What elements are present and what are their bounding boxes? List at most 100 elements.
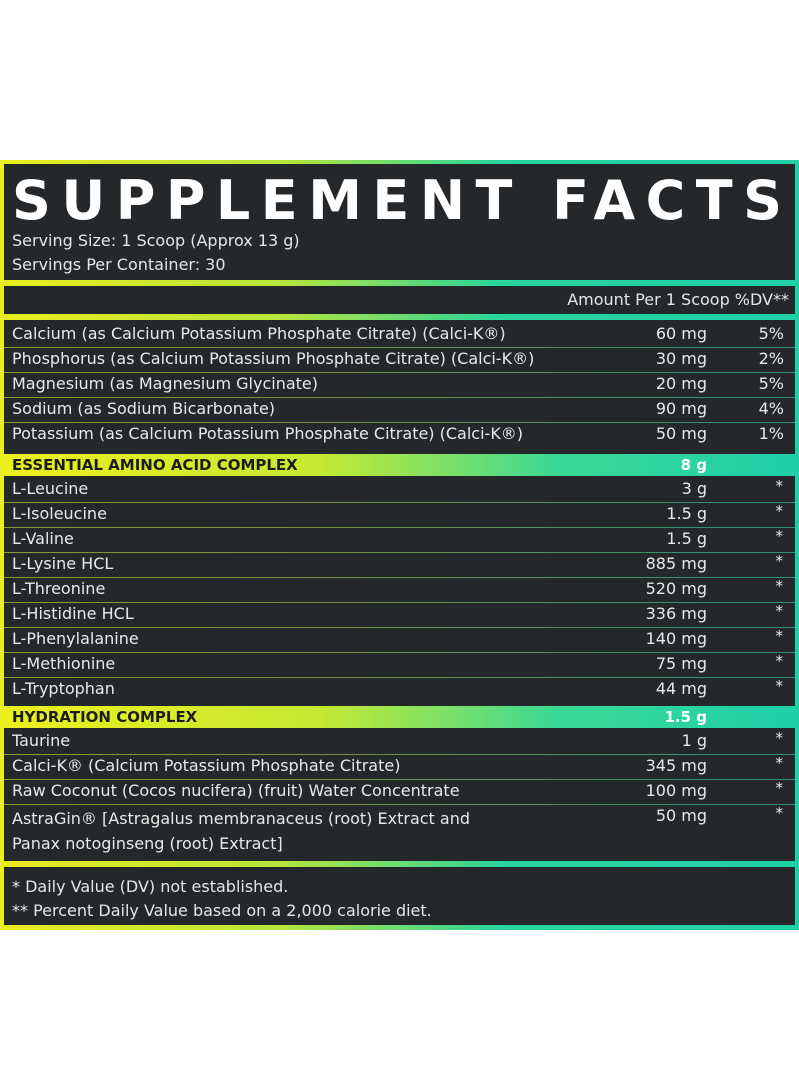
- row-separator: [4, 627, 795, 628]
- nutrient-amount: 3 g: [681, 479, 707, 498]
- row-separator: [4, 779, 795, 780]
- nutrient-name: Magnesium (as Magnesium Glycinate): [12, 374, 319, 393]
- amount-header-box: Amount Per 1 Scoop %DV**: [4, 286, 795, 314]
- nutrient-name: Calcium (as Calcium Potassium Phosphate …: [12, 324, 506, 343]
- row-separator: [4, 652, 795, 653]
- nutrient-row: Sodium (as Sodium Bicarbonate) 90 mg 4%: [4, 397, 795, 422]
- nutrient-amount: 44 mg: [655, 679, 707, 698]
- nutrient-dv: *: [775, 729, 784, 747]
- nutrient-row: L-Methionine 75 mg *: [4, 652, 795, 677]
- nutrient-dv: *: [775, 652, 784, 670]
- servings-per-container: Servings Per Container: 30: [12, 255, 226, 274]
- nutrient-dv: 2%: [758, 349, 784, 368]
- section-amount: 1.5 g: [664, 708, 707, 726]
- nutrient-dv: *: [775, 477, 784, 495]
- nutrient-name: Potassium (as Calcium Potassium Phosphat…: [12, 424, 524, 443]
- section-header-eaa: ESSENTIAL AMINO ACID COMPLEX 8 g: [4, 454, 795, 476]
- nutrient-row: Phosphorus (as Calcium Potassium Phospha…: [4, 347, 795, 372]
- nutrient-dv: *: [775, 527, 784, 545]
- nutrient-amount: 336 mg: [645, 604, 707, 623]
- nutrient-amount: 90 mg: [655, 399, 707, 418]
- nutrient-row: Magnesium (as Magnesium Glycinate) 20 mg…: [4, 372, 795, 397]
- nutrient-name: L-Threonine: [12, 579, 106, 598]
- nutrient-name: Raw Coconut (Cocos nucifera) (fruit) Wat…: [12, 781, 460, 800]
- panel-title: SUPPLEMENT FACTS: [12, 169, 793, 232]
- nutrient-dv: *: [775, 502, 784, 520]
- nutrient-amount: 30 mg: [655, 349, 707, 368]
- nutrient-name: Sodium (as Sodium Bicarbonate): [12, 399, 276, 418]
- nutrient-row: L-Threonine 520 mg *: [4, 577, 795, 602]
- nutrient-name: L-Tryptophan: [12, 679, 115, 698]
- row-separator: [4, 804, 795, 805]
- row-separator: [4, 422, 795, 423]
- row-separator: [4, 347, 795, 348]
- footnote-dv-not-established: * Daily Value (DV) not established.: [12, 877, 289, 896]
- nutrient-amount: 520 mg: [645, 579, 707, 598]
- section-header-hydration: HYDRATION COMPLEX 1.5 g: [4, 706, 795, 728]
- row-separator: [4, 397, 795, 398]
- nutrient-row: L-Lysine HCL 885 mg *: [4, 552, 795, 577]
- nutrient-row: Calci-K® (Calcium Potassium Phosphate Ci…: [4, 754, 795, 779]
- supplement-facts-panel: SUPPLEMENT FACTS Serving Size: 1 Scoop (…: [0, 160, 799, 930]
- nutrient-name: L-Valine: [12, 529, 74, 548]
- nutrient-dv: 5%: [758, 374, 784, 393]
- row-separator: [4, 577, 795, 578]
- nutrient-dv: *: [775, 552, 784, 570]
- nutrient-row: L-Histidine HCL 336 mg *: [4, 602, 795, 627]
- nutrient-name: L-Leucine: [12, 479, 89, 498]
- row-separator: [4, 502, 795, 503]
- nutrient-name: Phosphorus (as Calcium Potassium Phospha…: [12, 349, 535, 368]
- nutrient-name: Calci-K® (Calcium Potassium Phosphate Ci…: [12, 756, 401, 775]
- nutrient-amount: 20 mg: [655, 374, 707, 393]
- row-separator: [4, 552, 795, 553]
- nutrient-row: Taurine 1 g *: [4, 729, 795, 754]
- nutrient-table: Calcium (as Calcium Potassium Phosphate …: [4, 320, 795, 861]
- serving-size: Serving Size: 1 Scoop (Approx 13 g): [12, 231, 300, 250]
- nutrient-name: AstraGin® [Astragalus membranaceus (root…: [12, 809, 470, 853]
- nutrient-amount: 50 mg: [655, 424, 707, 443]
- row-separator: [4, 677, 795, 678]
- nutrient-row: Raw Coconut (Cocos nucifera) (fruit) Wat…: [4, 779, 795, 804]
- nutrient-name: L-Histidine HCL: [12, 604, 134, 623]
- nutrient-amount: 345 mg: [645, 756, 707, 775]
- amount-per-scoop-header: Amount Per 1 Scoop %DV**: [567, 290, 789, 309]
- nutrient-name: L-Isoleucine: [12, 504, 107, 523]
- nutrient-name: L-Lysine HCL: [12, 554, 114, 573]
- nutrient-amount: 885 mg: [645, 554, 707, 573]
- nutrient-row: L-Leucine 3 g *: [4, 477, 795, 502]
- row-separator: [4, 754, 795, 755]
- nutrient-dv: *: [775, 754, 784, 772]
- row-separator: [4, 602, 795, 603]
- header-box: SUPPLEMENT FACTS Serving Size: 1 Scoop (…: [4, 164, 795, 280]
- nutrient-amount: 1 g: [681, 731, 707, 750]
- row-separator: [4, 372, 795, 373]
- nutrient-dv: *: [775, 627, 784, 645]
- section-title: HYDRATION COMPLEX: [12, 708, 198, 726]
- nutrient-row: L-Phenylalanine 140 mg *: [4, 627, 795, 652]
- nutrient-dv: 4%: [758, 399, 784, 418]
- nutrient-amount: 1.5 g: [666, 529, 707, 548]
- nutrient-name: L-Phenylalanine: [12, 629, 139, 648]
- nutrient-amount: 50 mg: [655, 806, 707, 825]
- nutrient-row: Potassium (as Calcium Potassium Phosphat…: [4, 422, 795, 447]
- nutrient-dv: 5%: [758, 324, 784, 343]
- section-amount: 8 g: [680, 456, 707, 474]
- section-title: ESSENTIAL AMINO ACID COMPLEX: [12, 456, 298, 474]
- nutrient-dv: *: [775, 577, 784, 595]
- nutrient-name: L-Methionine: [12, 654, 116, 673]
- footnote-percent-dv: ** Percent Daily Value based on a 2,000 …: [12, 901, 432, 920]
- nutrient-amount: 60 mg: [655, 324, 707, 343]
- nutrient-amount: 75 mg: [655, 654, 707, 673]
- nutrient-amount: 100 mg: [645, 781, 707, 800]
- nutrient-row: Calcium (as Calcium Potassium Phosphate …: [4, 322, 795, 347]
- nutrient-dv: *: [775, 602, 784, 620]
- footnotes-box: * Daily Value (DV) not established. ** P…: [4, 867, 795, 925]
- nutrient-dv: *: [775, 779, 784, 797]
- nutrient-row: L-Valine 1.5 g *: [4, 527, 795, 552]
- nutrient-row: L-Tryptophan 44 mg *: [4, 677, 795, 702]
- nutrient-row: AstraGin® [Astragalus membranaceus (root…: [4, 804, 795, 854]
- row-separator: [4, 527, 795, 528]
- nutrient-row: L-Isoleucine 1.5 g *: [4, 502, 795, 527]
- nutrient-amount: 140 mg: [645, 629, 707, 648]
- nutrient-amount: 1.5 g: [666, 504, 707, 523]
